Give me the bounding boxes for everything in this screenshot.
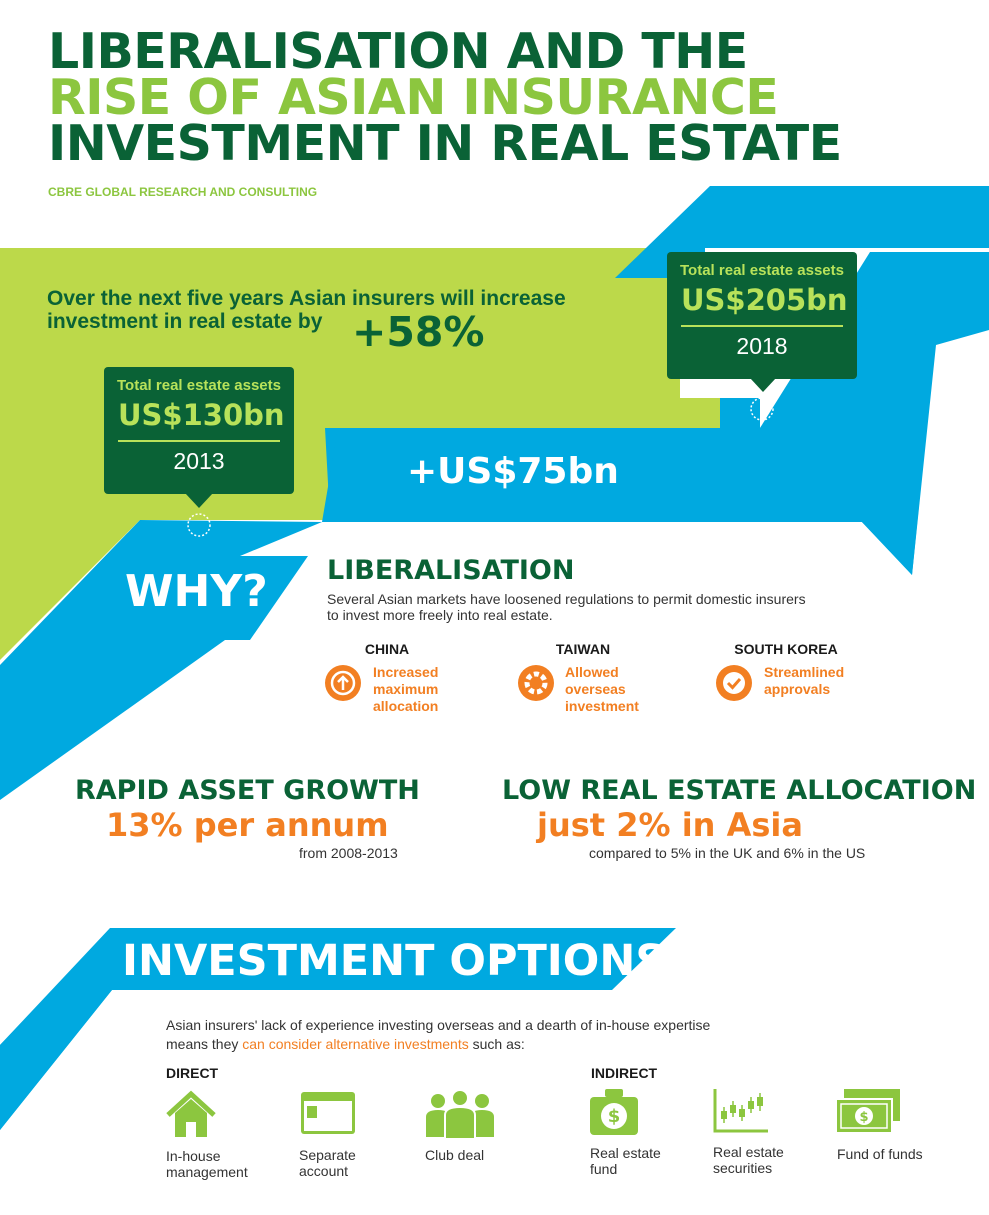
option-real-estate-securities: Real estate securities — [713, 1144, 784, 1176]
callout-2013-year: 2013 — [173, 448, 225, 474]
blue-left-band — [0, 520, 322, 800]
money-bag-icon: $ — [587, 1087, 641, 1142]
headline-percent: +58% — [352, 308, 485, 356]
options-description: Asian insurers' lack of experience inves… — [166, 1016, 710, 1054]
title-line-3: INVESTMENT IN REAL ESTATE — [48, 115, 842, 172]
headline-line-2: investment in real estate by — [47, 310, 323, 333]
china-line-3: allocation — [373, 698, 439, 714]
south-korea-line-2: approvals — [764, 681, 831, 697]
banknotes-icon: $ — [834, 1087, 902, 1140]
blue-arrow-body — [322, 300, 935, 575]
pin-2018 — [750, 397, 774, 421]
callout-2018: Total real estate assets US$205bn 2018 — [667, 252, 857, 379]
option-in-house-line-1: In-house — [166, 1148, 221, 1164]
source-credit: CBRE GLOBAL RESEARCH AND CONSULTING — [48, 185, 318, 199]
taiwan-line-1: Allowed — [565, 664, 619, 680]
options-desc-highlight: can consider alternative investments — [242, 1036, 469, 1052]
option-in-house-line-2: management — [166, 1164, 248, 1180]
option-securities-line-2: securities — [713, 1160, 773, 1176]
china-text: Increased maximum allocation — [373, 664, 438, 715]
taiwan-line-2: overseas — [565, 681, 626, 697]
allocation-heading: LOW REAL ESTATE ALLOCATION — [502, 775, 977, 806]
blue-arrow-upper — [615, 186, 989, 278]
people-group-icon — [424, 1089, 496, 1144]
title-line-2: RISE OF ASIAN INSURANCE — [48, 69, 779, 126]
growth-value: 13% per annum — [106, 806, 389, 844]
pin-2013 — [187, 513, 211, 537]
option-fund-of-funds: Fund of funds — [837, 1146, 923, 1162]
liberalisation-heading: LIBERALISATION — [327, 555, 575, 586]
globe-ring-icon — [518, 665, 554, 701]
stock-chart-icon — [712, 1087, 770, 1140]
option-real-estate-fund: Real estate fund — [590, 1145, 661, 1177]
svg-text:$: $ — [859, 1110, 868, 1125]
callout-2018-year: 2018 — [736, 333, 788, 359]
headline: Over the next five years Asian insurers … — [47, 287, 566, 333]
svg-text:$: $ — [608, 1106, 621, 1127]
headline-line-1: Over the next five years Asian insurers … — [47, 287, 566, 310]
options-desc-2a: means they — [166, 1036, 243, 1052]
lime-band — [0, 248, 720, 660]
option-club-deal: Club deal — [425, 1147, 485, 1163]
option-separate-account: Separate account — [299, 1147, 356, 1179]
country-china: CHINA — [364, 641, 410, 657]
title-line-1: LIBERALISATION AND THE — [48, 23, 748, 80]
taiwan-line-3: investment — [565, 698, 639, 714]
option-in-house: In-house management — [166, 1148, 248, 1180]
increase-amount: +US$75bn — [407, 451, 619, 492]
options-desc-2c: such as: — [468, 1036, 525, 1052]
callout-2013: Total real estate assets US$130bn 2013 — [104, 367, 294, 494]
callout-2018-pointer — [750, 378, 776, 392]
options-desc-line-2: means they can consider alternative inve… — [166, 1035, 710, 1054]
south-korea-line-1: Streamlined — [764, 664, 845, 680]
checkmark-icon — [716, 665, 752, 701]
option-fund-line-1: Real estate — [590, 1145, 661, 1161]
growth-heading: RAPID ASSET GROWTH — [75, 775, 420, 806]
option-separate-account-line-2: account — [299, 1163, 349, 1179]
allocation-value: just 2% in Asia — [537, 806, 803, 844]
country-south-korea: SOUTH KOREA — [734, 641, 838, 657]
indirect-label: INDIRECT — [591, 1065, 658, 1081]
direct-label: DIRECT — [166, 1065, 219, 1081]
taiwan-text: Allowed overseas investment — [565, 664, 639, 715]
option-securities-line-1: Real estate — [713, 1144, 784, 1160]
callout-2018-amount: US$205bn — [681, 283, 848, 327]
blue-options-band — [0, 928, 676, 1130]
callout-2013-amount: US$130bn — [118, 398, 285, 442]
callout-2018-label: Total real estate assets — [680, 262, 844, 279]
why-heading: WHY? — [125, 566, 268, 617]
option-fund-line-2: fund — [590, 1161, 618, 1177]
south-korea-text: Streamlined approvals — [764, 664, 844, 698]
country-taiwan: TAIWAN — [555, 641, 611, 657]
allocation-note: compared to 5% in the UK and 6% in the U… — [589, 845, 866, 861]
options-heading: INVESTMENT OPTIONS — [122, 936, 667, 986]
callout-2013-label: Total real estate assets — [117, 377, 281, 394]
blue-options-band-left — [0, 928, 112, 1130]
arrow-up-icon — [325, 665, 361, 701]
account-card-icon — [299, 1088, 357, 1143]
callout-2013-pointer — [185, 493, 213, 508]
growth-note: from 2008-2013 — [299, 845, 398, 861]
china-line-2: maximum — [373, 681, 439, 697]
house-icon — [164, 1089, 218, 1144]
liberalisation-desc-line-2: to invest more freely into real estate. — [327, 607, 553, 623]
option-separate-account-line-1: Separate — [299, 1147, 356, 1163]
liberalisation-desc-line-1: Several Asian markets have loosened regu… — [327, 591, 806, 607]
china-line-1: Increased — [373, 664, 439, 680]
liberalisation-description: Several Asian markets have loosened regu… — [327, 591, 806, 623]
options-desc-line-1: Asian insurers' lack of experience inves… — [166, 1017, 711, 1033]
